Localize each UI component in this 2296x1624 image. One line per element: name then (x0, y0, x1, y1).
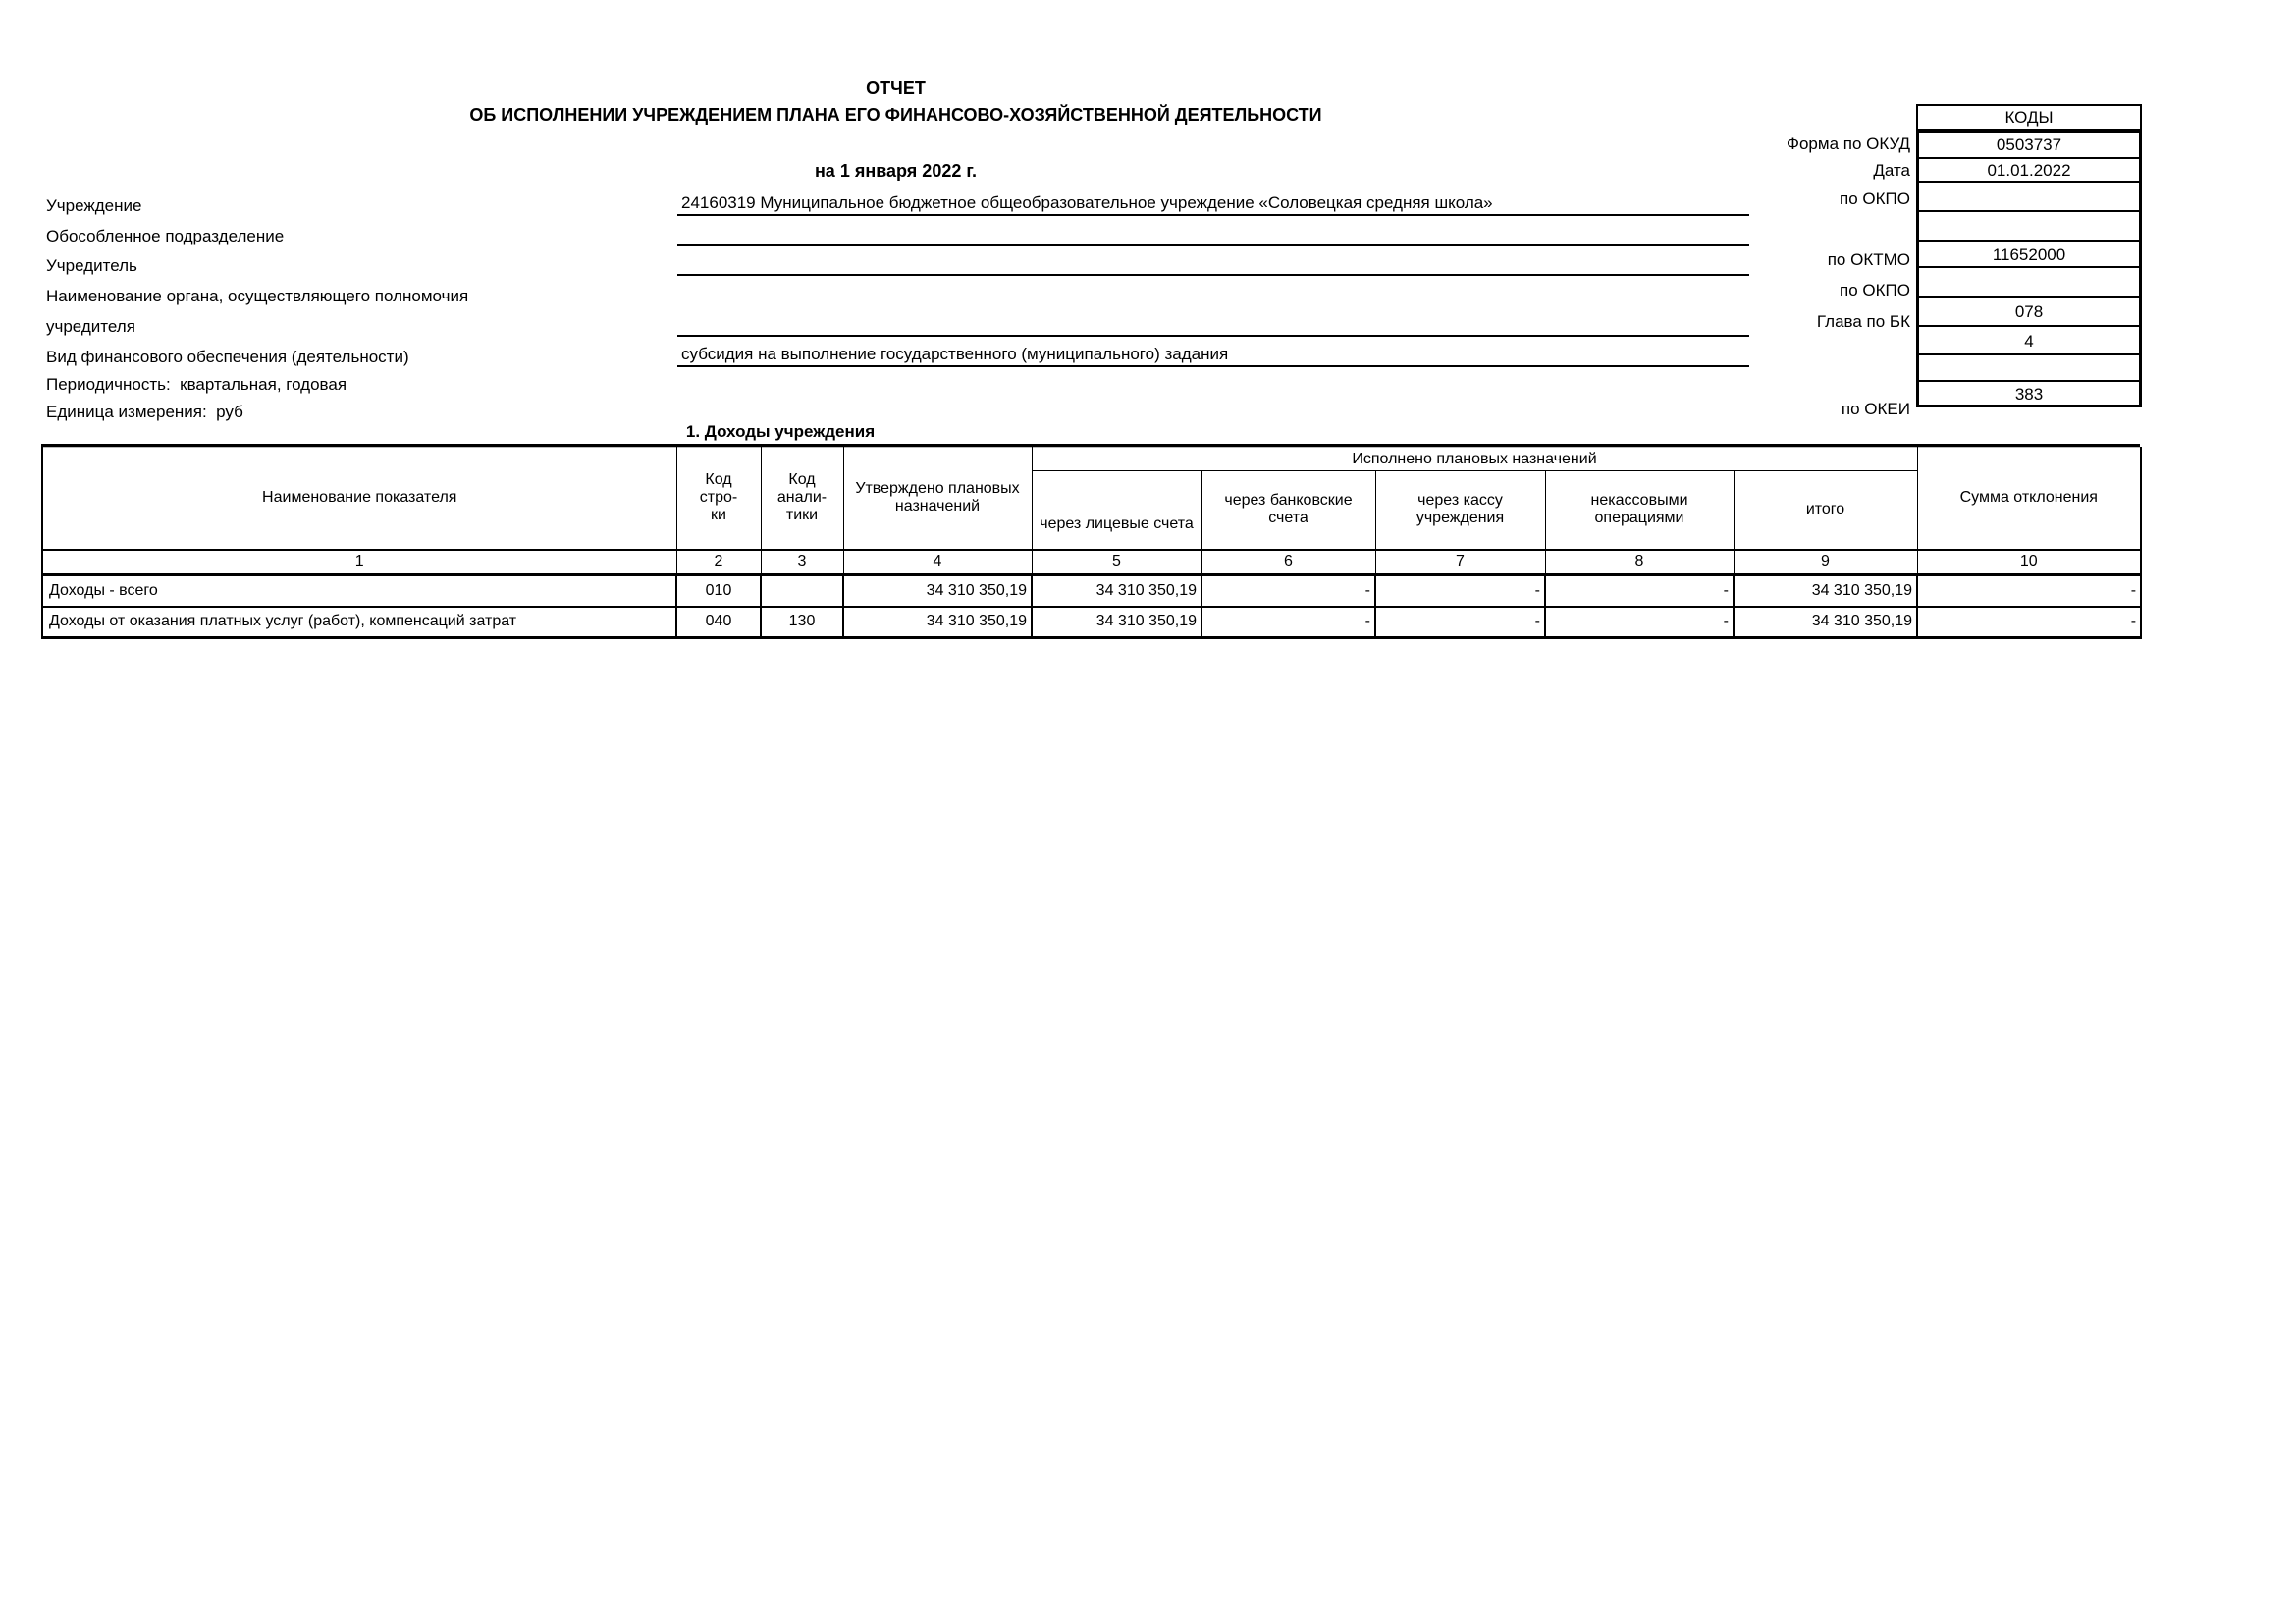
date-value: 01.01.2022 (1919, 157, 2139, 181)
col-header-cash-office: через кассу учреждения (1374, 470, 1546, 550)
institution-value: 24160319 Муниципальное бюджетное общеобр… (677, 190, 1749, 216)
col-header-bank-accounts: через банковские счета (1201, 470, 1376, 550)
deviation-cell: - (1916, 573, 2143, 607)
oktmo-value: 11652000 (1919, 240, 2139, 266)
col-header-line-code: Код стро- ки (675, 447, 762, 550)
division-label: Обособленное подразделение (46, 227, 285, 245)
authority-label-line1: Наименование органа, осуществляющего пол… (46, 287, 469, 305)
codes-box: 0503737 01.01.2022 11652000 078 4 383 (1916, 130, 2142, 407)
cash-office-cell: - (1374, 573, 1546, 607)
col-number: 3 (760, 548, 844, 576)
col-number: 2 (675, 548, 762, 576)
analytics-code-cell: 130 (760, 605, 844, 639)
financial-support-value: субсидия на выполнение государственного … (677, 342, 1749, 367)
okud-label: Форма по ОКУД (1787, 135, 1910, 153)
income-table: Наименование показателя Код стро- ки Код… (41, 447, 2143, 639)
unit-label: Единица измерения: руб (46, 403, 243, 421)
col-number: 6 (1201, 548, 1376, 576)
personal-accounts-cell: 34 310 350,19 (1031, 605, 1202, 639)
report-date: на 1 января 2022 г. (814, 161, 978, 181)
empty-code-value-2 (1919, 353, 2139, 380)
founder-label: Учредитель (46, 256, 137, 275)
table-row-income-total: Доходы - всего 010 34 310 350,19 34 310 … (41, 573, 2143, 607)
col-number: 1 (41, 548, 677, 576)
non-cash-cell: - (1544, 573, 1735, 607)
approved-cell: 34 310 350,19 (842, 605, 1033, 639)
total-cell: 34 310 350,19 (1732, 605, 1919, 639)
date-label: Дата (1873, 161, 1910, 180)
bank-accounts-cell: - (1201, 573, 1376, 607)
okpo-label-1: по ОКПО (1840, 189, 1910, 208)
authority-label-line2: учредителя (46, 317, 135, 336)
col-number: 9 (1733, 548, 1918, 576)
section-title: 1. Доходы учреждения (685, 422, 876, 441)
personal-accounts-cell: 34 310 350,19 (1031, 573, 1202, 607)
col-number: 10 (1916, 548, 2142, 576)
okei-label: по ОКЕИ (1841, 400, 1910, 418)
bank-accounts-cell: - (1201, 605, 1376, 639)
approved-cell: 34 310 350,19 (842, 573, 1033, 607)
okpo-label-2: по ОКПО (1840, 281, 1910, 299)
col-header-total: итого (1733, 470, 1918, 550)
bk-chapter-value: 078 (1919, 296, 2139, 325)
row-name-cell: Доходы от оказания платных услуг (работ)… (41, 605, 677, 639)
kfo-value: 4 (1919, 325, 2139, 353)
report-subtitle: ОБ ИСПОЛНЕНИИ УЧРЕЖДЕНИЕМ ПЛАНА ЕГО ФИНА… (469, 105, 1322, 125)
col-header-deviation: Сумма отклонения (1916, 447, 2142, 550)
row-name-cell: Доходы - всего (41, 573, 677, 607)
institution-label: Учреждение (46, 196, 142, 215)
total-cell: 34 310 350,19 (1732, 573, 1919, 607)
authority-value (677, 311, 1749, 337)
col-number: 5 (1031, 548, 1202, 576)
col-header-non-cash: некассовыми операциями (1544, 470, 1735, 550)
table-row-paid-services: Доходы от оказания платных услуг (работ)… (41, 605, 2143, 639)
col-header-name: Наименование показателя (41, 447, 677, 550)
line-code-cell: 010 (675, 573, 762, 607)
income-table-wrap: Наименование показателя Код стро- ки Код… (41, 444, 2143, 639)
empty-code-value-1 (1919, 210, 2139, 240)
col-header-approved: Утверждено плановых назначений (842, 447, 1033, 550)
okpo-value-1 (1919, 181, 2139, 210)
cash-office-cell: - (1374, 605, 1546, 639)
col-header-analytics-code: Код анали- тики (760, 447, 844, 550)
non-cash-cell: - (1544, 605, 1735, 639)
okud-value: 0503737 (1996, 135, 2062, 154)
okei-value: 383 (1919, 380, 2139, 405)
founder-value (677, 250, 1749, 276)
periodicity-label: Периодичность: квартальная, годовая (46, 375, 347, 394)
oktmo-label: по ОКТМО (1827, 250, 1910, 269)
col-number: 4 (842, 548, 1033, 576)
col-number: 7 (1374, 548, 1546, 576)
col-header-personal-accounts: через лицевые счета (1031, 470, 1202, 550)
division-value (677, 221, 1749, 246)
deviation-cell: - (1916, 605, 2143, 639)
col-number: 8 (1544, 548, 1735, 576)
financial-support-label: Вид финансового обеспечения (деятельност… (46, 348, 409, 366)
line-code-cell: 040 (675, 605, 762, 639)
okpo-value-2 (1919, 266, 2139, 296)
codes-title: КОДЫ (1916, 104, 2142, 131)
bk-chapter-label: Глава по БК (1816, 312, 1910, 331)
report-title: ОТЧЕТ (866, 79, 926, 98)
analytics-code-cell (760, 573, 844, 607)
col-group-executed: Исполнено плановых назначений (1031, 447, 1918, 471)
